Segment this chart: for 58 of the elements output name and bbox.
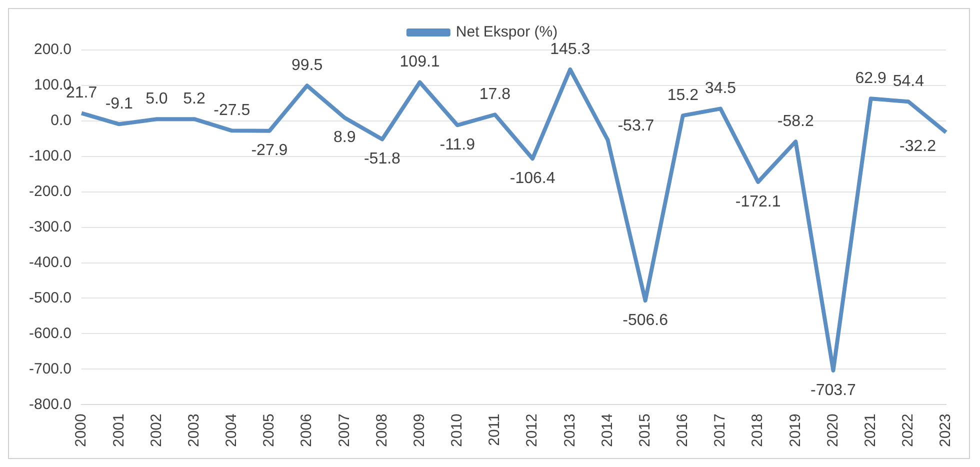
x-tick-label: 2022 bbox=[900, 414, 917, 448]
y-tick-label: 200.0 bbox=[34, 41, 72, 58]
data-label: -51.8 bbox=[364, 150, 401, 168]
data-label: 145.3 bbox=[550, 40, 590, 58]
data-label: -9.1 bbox=[105, 96, 133, 113]
legend-label: Net Ekspor (%) bbox=[456, 24, 558, 41]
data-label: 8.9 bbox=[334, 129, 356, 146]
y-tick-label: -400.0 bbox=[28, 254, 72, 271]
data-label: 54.4 bbox=[892, 73, 924, 90]
x-tick-label: 2000 bbox=[72, 414, 90, 448]
data-label: -53.7 bbox=[618, 117, 654, 134]
x-tick-label: 2013 bbox=[561, 414, 578, 448]
data-label: -11.9 bbox=[440, 136, 476, 154]
x-tick-label: 2017 bbox=[712, 414, 729, 448]
x-tick-label: 2020 bbox=[824, 414, 842, 448]
data-label: 34.5 bbox=[704, 80, 736, 98]
x-tick-label: 2006 bbox=[298, 414, 316, 448]
y-tick-label: -700.0 bbox=[28, 360, 72, 378]
x-tick-label: 2004 bbox=[223, 414, 240, 448]
x-tick-label: 2011 bbox=[486, 414, 504, 446]
data-label: -172.1 bbox=[735, 193, 781, 210]
y-tick-label: -800.0 bbox=[28, 396, 72, 413]
y-tick-label: -500.0 bbox=[28, 289, 72, 306]
data-label: 5.2 bbox=[183, 90, 206, 108]
x-tick-label: 2014 bbox=[598, 414, 616, 448]
data-label: -703.7 bbox=[810, 382, 856, 399]
x-tick-label: 2009 bbox=[410, 414, 428, 448]
x-tick-label: 2001 bbox=[110, 414, 128, 448]
x-tick-label: 2023 bbox=[937, 414, 954, 448]
x-tick-label: 2015 bbox=[636, 414, 654, 448]
data-label: -58.2 bbox=[777, 112, 814, 130]
x-tick-label: 2018 bbox=[749, 414, 766, 448]
data-label: -106.4 bbox=[510, 170, 556, 188]
y-tick-label: -300.0 bbox=[28, 218, 72, 236]
y-tick-label: 0.0 bbox=[50, 112, 72, 130]
x-tick-label: 2003 bbox=[185, 414, 202, 448]
x-tick-label: 2021 bbox=[862, 414, 879, 448]
data-label: 17.8 bbox=[479, 86, 511, 104]
data-label: 5.0 bbox=[146, 90, 168, 108]
data-label: -506.6 bbox=[622, 312, 668, 329]
data-label: -27.9 bbox=[251, 142, 288, 160]
data-label: -32.2 bbox=[900, 138, 936, 155]
x-tick-label: 2012 bbox=[524, 414, 541, 448]
data-label: -27.5 bbox=[214, 102, 250, 120]
data-label: 15.2 bbox=[667, 86, 699, 104]
y-tick-label: -200.0 bbox=[28, 182, 72, 200]
x-tick-label: 2007 bbox=[336, 414, 353, 448]
x-tick-label: 2005 bbox=[260, 414, 278, 448]
y-tick-label: -600.0 bbox=[28, 324, 72, 342]
x-tick-label: 2008 bbox=[373, 414, 390, 448]
x-tick-label: 2002 bbox=[148, 414, 165, 448]
data-label: 99.5 bbox=[291, 57, 323, 74]
y-tick-label: -100.0 bbox=[28, 148, 72, 165]
data-label: 62.9 bbox=[855, 70, 886, 88]
x-tick-label: 2016 bbox=[674, 414, 692, 448]
x-tick-label: 2019 bbox=[786, 414, 804, 448]
data-label: 109.1 bbox=[400, 54, 440, 71]
x-tick-label: 2010 bbox=[448, 414, 466, 448]
